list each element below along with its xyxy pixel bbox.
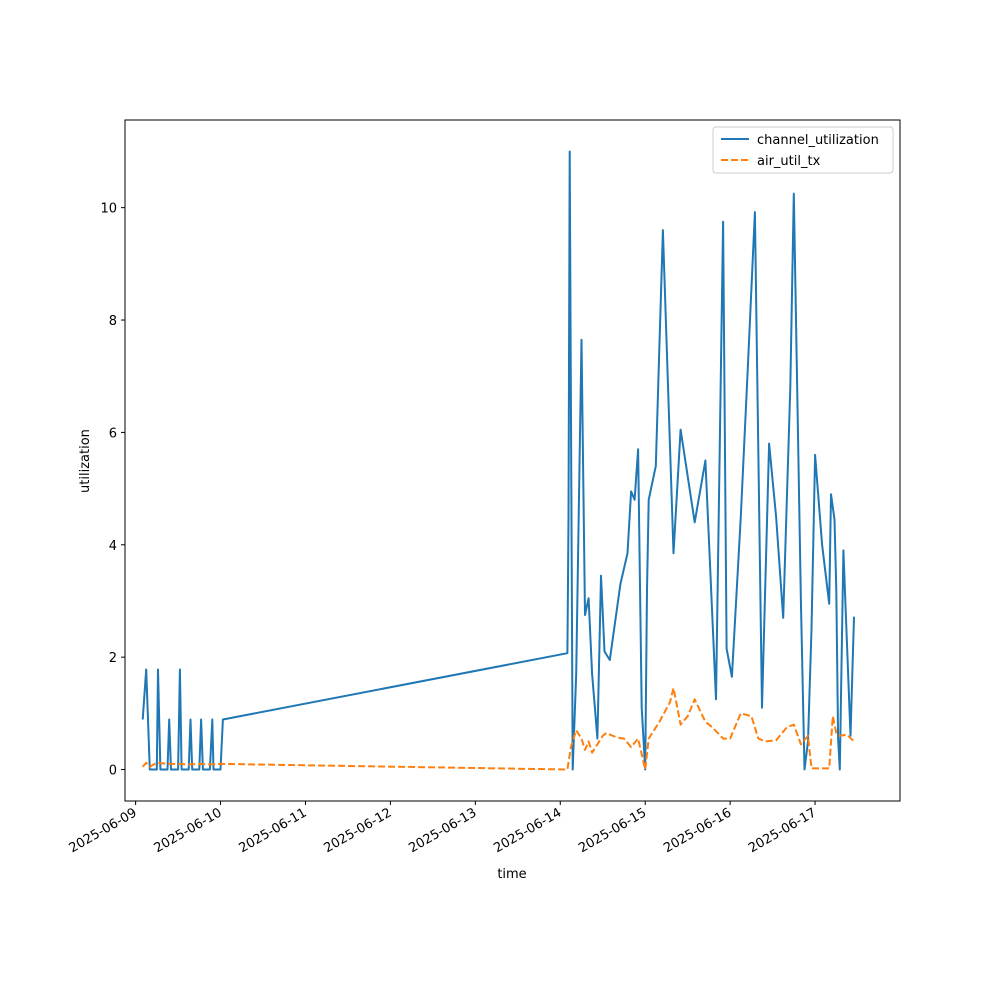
y-tick-label: 4 bbox=[109, 539, 117, 554]
y-tick-label: 8 bbox=[109, 314, 117, 329]
y-axis-label: utilization bbox=[78, 429, 93, 493]
y-tick-label: 2 bbox=[109, 651, 117, 666]
legend-label-channel-utilization: channel_utilization bbox=[757, 133, 879, 148]
y-tick-label: 10 bbox=[100, 202, 117, 217]
y-axis: 0 2 4 6 8 10 bbox=[100, 202, 125, 779]
y-tick-label: 0 bbox=[109, 764, 117, 779]
y-tick-label: 6 bbox=[109, 426, 117, 441]
legend-label-air-util-tx: air_util_tx bbox=[757, 154, 821, 169]
series-layer bbox=[141, 150, 855, 771]
plot-frame bbox=[124, 119, 901, 802]
legend-box bbox=[712, 126, 894, 174]
series-line-air-util-tx bbox=[141, 687, 855, 771]
x-axis-label: time bbox=[497, 867, 526, 882]
series-line-channel-utilization bbox=[141, 150, 855, 771]
legend: channel_utilization air_util_tx bbox=[712, 126, 894, 174]
